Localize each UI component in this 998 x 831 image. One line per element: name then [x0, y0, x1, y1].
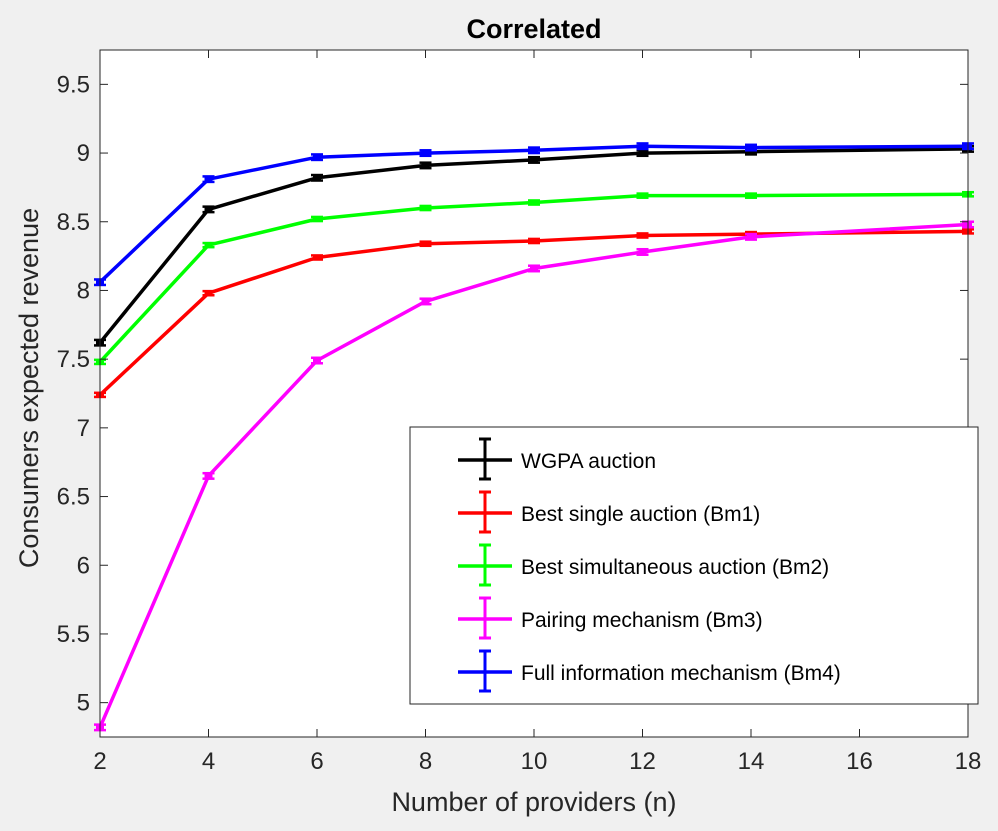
legend-label: Full information mechanism (Bm4): [521, 662, 841, 685]
error-bar: [311, 254, 323, 261]
y-tick-label: 7: [77, 415, 90, 442]
error-bar: [419, 149, 432, 158]
error-bar: [528, 155, 540, 164]
x-tick-label: 6: [310, 748, 323, 775]
x-tick-label: 2: [93, 748, 106, 775]
data-point: [638, 232, 647, 238]
error-bar: [745, 143, 757, 152]
data-point: [530, 200, 538, 206]
data-point: [638, 193, 647, 199]
legend-item: Best simultaneous auction (Bm2): [458, 543, 829, 587]
data-point: [313, 254, 321, 260]
data-point: [313, 358, 321, 364]
data-point: [421, 150, 430, 156]
y-tick-label: 9: [77, 140, 90, 167]
error-bar: [745, 232, 757, 241]
chart-title: Correlated: [466, 14, 601, 44]
data-point: [204, 242, 213, 248]
x-tick-label: 8: [419, 748, 432, 775]
data-point: [421, 205, 430, 211]
error-bar: [202, 471, 215, 480]
y-tick-label: 6.5: [57, 484, 90, 511]
error-bar: [202, 205, 215, 214]
error-bar: [419, 161, 432, 170]
x-tick-label: 14: [738, 748, 765, 775]
error-bar: [419, 297, 432, 306]
y-tick-label: 8: [77, 277, 90, 304]
x-tick-label: 16: [846, 748, 873, 775]
data-point: [204, 290, 213, 296]
data-point: [204, 473, 213, 479]
legend: WGPA auction Best single auction (Bm1) Bes…: [409, 426, 979, 705]
x-axis-label: Number of providers (n): [391, 787, 676, 817]
data-point: [421, 298, 430, 304]
error-bar: [419, 240, 432, 248]
legend-label: Best simultaneous auction (Bm2): [521, 556, 829, 579]
data-point: [530, 238, 538, 244]
y-tick-label: 9.5: [57, 71, 90, 98]
data-point: [421, 162, 430, 168]
legend-item: Best single auction (Bm1): [458, 490, 760, 534]
y-tick-label: 5: [77, 690, 90, 717]
error-bar: [311, 356, 323, 365]
x-tick-label: 4: [202, 748, 215, 775]
error-bar: [202, 175, 215, 184]
y-tick-label: 6: [77, 552, 90, 579]
error-bar: [745, 192, 757, 199]
error-bar: [636, 142, 649, 151]
data-point: [747, 193, 755, 199]
y-axis-label: Consumers expected revenue: [14, 208, 44, 568]
data-point: [747, 145, 755, 151]
legend-label: Pairing mechanism (Bm3): [521, 609, 763, 632]
data-point: [638, 249, 647, 255]
series-line: [98, 192, 969, 364]
data-point: [204, 176, 213, 182]
legend-label: Best single auction (Bm1): [521, 503, 760, 526]
error-bar: [419, 204, 432, 212]
x-tick-label: 10: [521, 748, 548, 775]
series-line: [98, 144, 969, 284]
error-bar: [311, 153, 323, 162]
error-bar: [636, 232, 649, 239]
data-point: [747, 149, 755, 155]
error-bar: [636, 247, 649, 256]
series-line: [98, 229, 969, 397]
error-bar: [528, 199, 540, 206]
x-tick-label: 18: [955, 748, 982, 775]
legend-label: WGPA auction: [521, 450, 656, 473]
data-point: [313, 154, 321, 160]
y-tick-label: 7.5: [57, 346, 90, 373]
error-bar: [528, 264, 540, 273]
legend-item: WGPA auction: [458, 437, 656, 481]
error-bar: [636, 149, 649, 158]
legend-item: Pairing mechanism (Bm3): [458, 596, 763, 640]
error-bar: [202, 289, 215, 297]
data-point: [638, 143, 647, 149]
series-line: [98, 147, 969, 344]
error-bar: [528, 146, 540, 155]
error-bar: [528, 237, 540, 245]
error-bar: [636, 192, 649, 199]
y-tick-label: 8.5: [57, 209, 90, 236]
legend-item: Full information mechanism (Bm4): [458, 649, 841, 693]
data-point: [638, 150, 647, 156]
error-bar: [311, 173, 323, 182]
data-point: [421, 241, 430, 247]
data-point: [530, 157, 538, 163]
series-line: [98, 222, 969, 729]
data-point: [747, 234, 755, 240]
y-tick-label: 5.5: [57, 621, 90, 648]
data-point: [204, 206, 213, 212]
series-4: [94, 220, 974, 732]
axis-ticks: 2 4 6 8 10 12 14 16 18 5 5.5 6 6.5 7 7.5 8 8.5 9 9.5: [57, 50, 982, 775]
error-bar: [311, 215, 323, 223]
x-tick-label: 12: [629, 748, 656, 775]
data-point: [530, 147, 538, 153]
data-point: [313, 216, 321, 222]
data-point: [313, 175, 321, 181]
error-bar: [202, 241, 215, 249]
data-point: [530, 265, 538, 271]
